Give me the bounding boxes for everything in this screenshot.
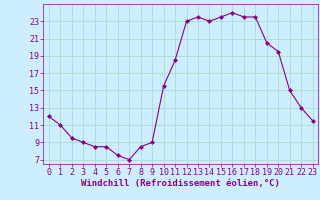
X-axis label: Windchill (Refroidissement éolien,°C): Windchill (Refroidissement éolien,°C) [81, 179, 280, 188]
